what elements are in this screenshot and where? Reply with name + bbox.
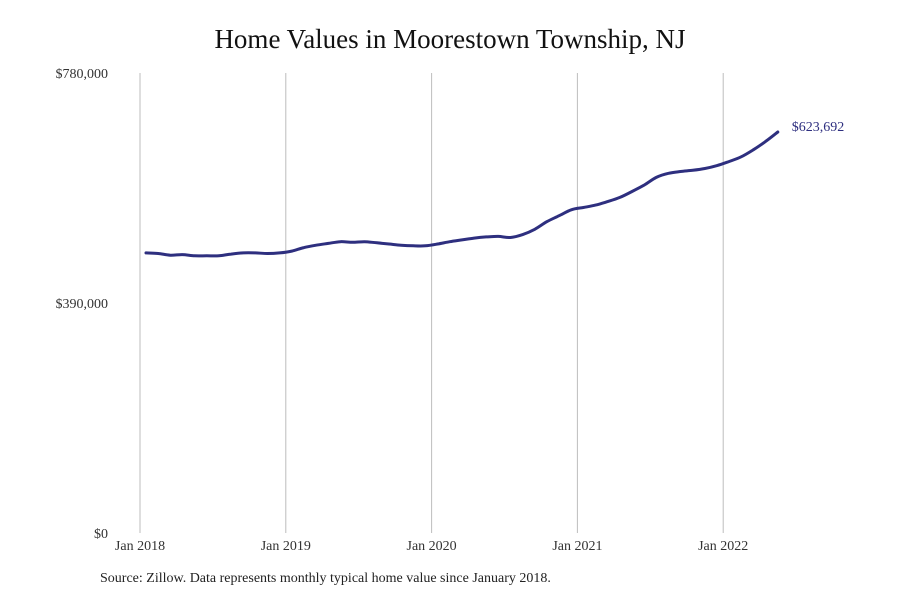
home-value-line: [144, 130, 780, 258]
x-tick-label: Jan 2022: [698, 539, 748, 554]
gridlines: [139, 73, 724, 533]
x-tick-label: Jan 2019: [261, 539, 311, 554]
x-tick-label: Jan 2018: [115, 539, 165, 554]
source-note: Source: Zillow. Data represents monthly …: [100, 571, 551, 586]
y-tick-label: $0: [94, 527, 108, 542]
y-tick-label: $780,000: [56, 67, 109, 82]
y-tick-label: $390,000: [56, 297, 109, 312]
axis-labels: Jan 2018 Jan 2019 Jan 2020 Jan 2021 Jan 2022…: [56, 67, 749, 554]
x-tick-label: Jan 2021: [552, 539, 602, 554]
x-tick-label: Jan 2020: [407, 539, 457, 554]
chart-title: Home Values in Moorestown Township, NJ: [214, 24, 686, 54]
end-value-label: $623,692: [792, 120, 845, 135]
